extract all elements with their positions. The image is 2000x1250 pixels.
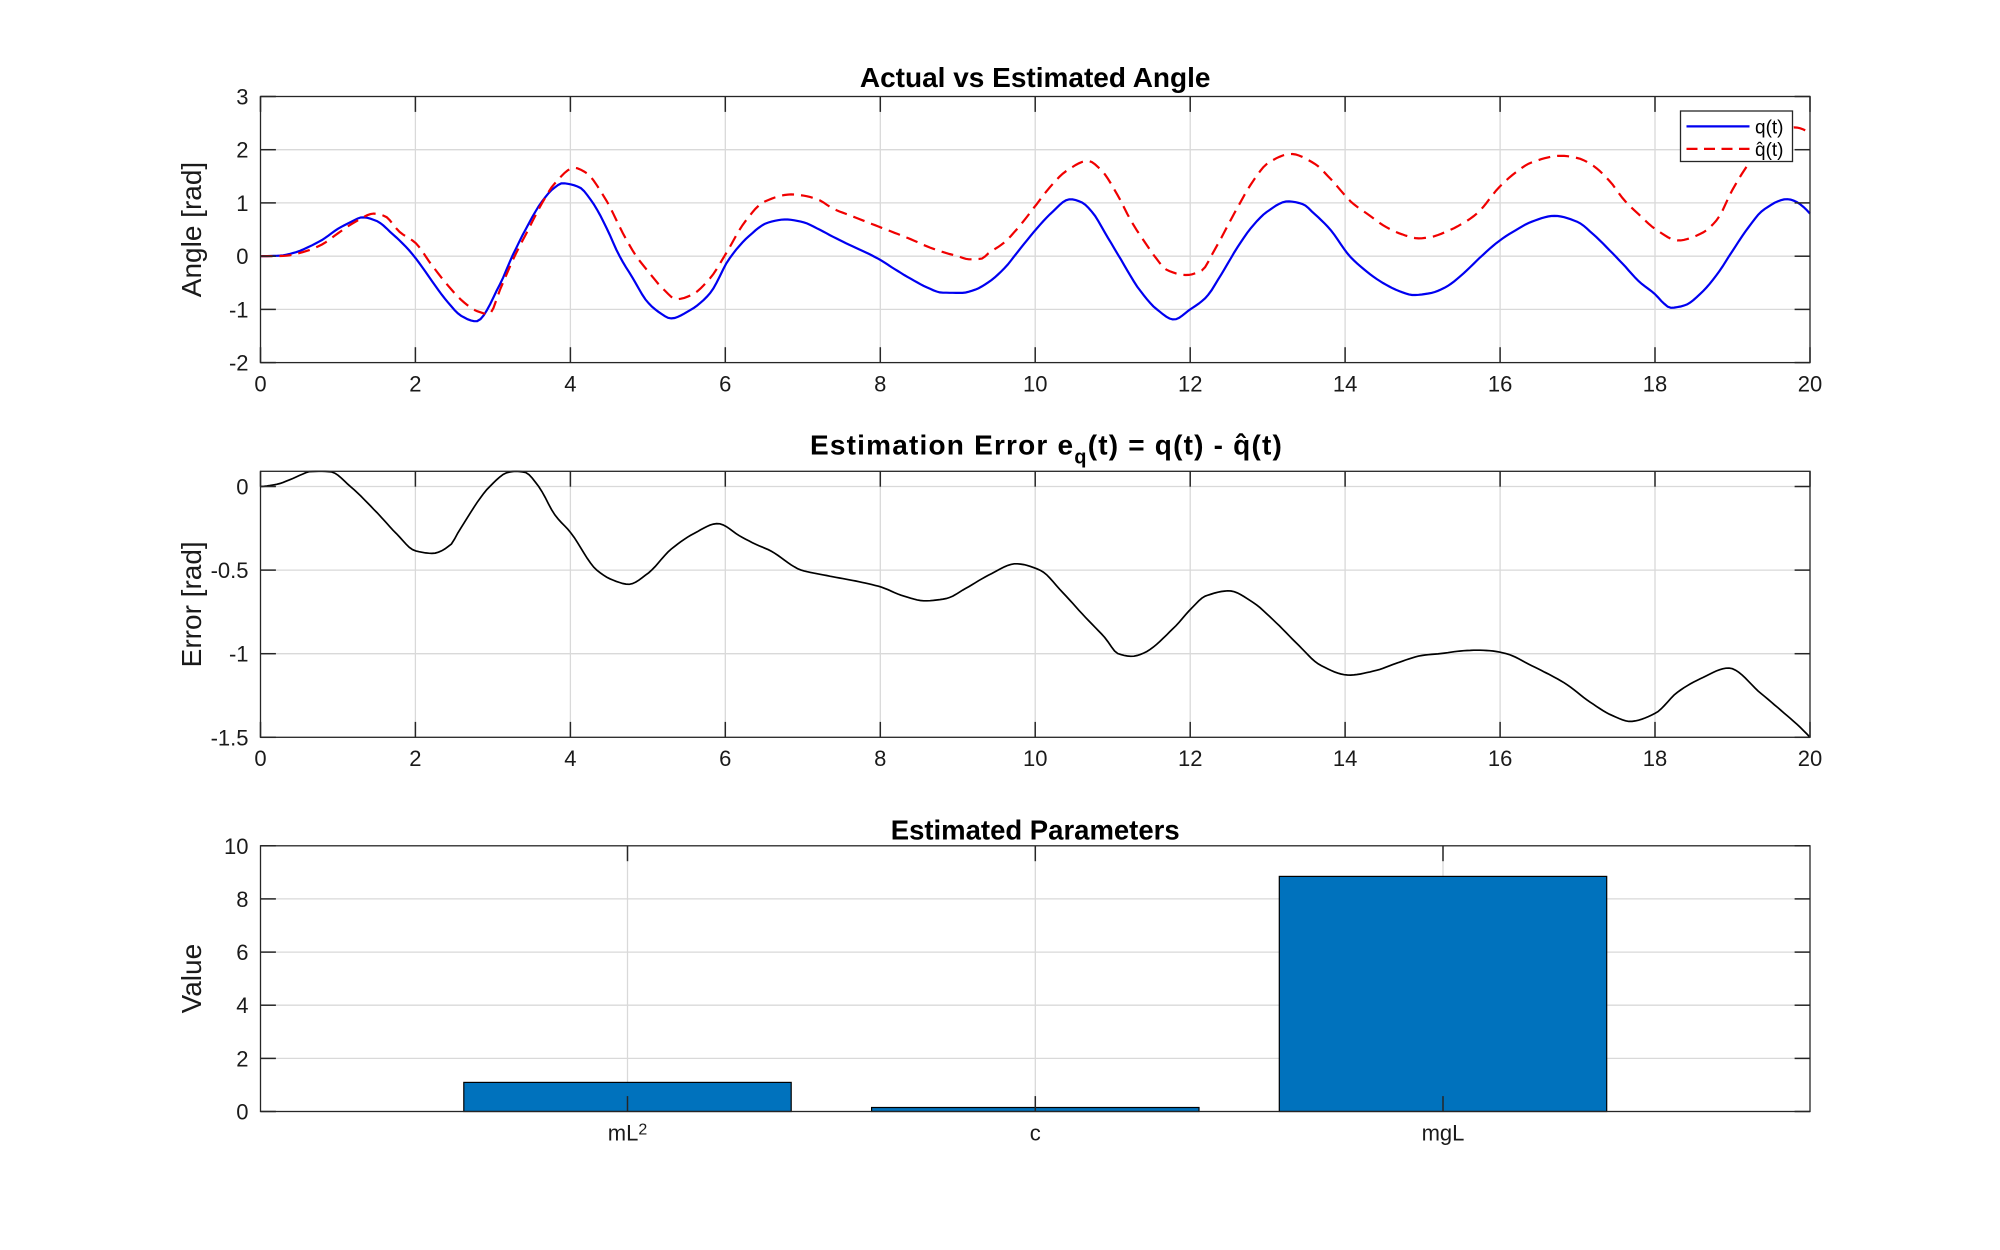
svg-text:12: 12	[1178, 372, 1202, 397]
svg-text:12: 12	[1178, 746, 1202, 771]
svg-text:-1: -1	[229, 297, 249, 322]
svg-text:18: 18	[1643, 372, 1667, 397]
svg-text:8: 8	[874, 372, 886, 397]
svg-text:Actual vs Estimated Angle: Actual vs Estimated Angle	[860, 62, 1211, 93]
svg-text:4: 4	[564, 746, 576, 771]
svg-text:-2: -2	[229, 351, 249, 376]
svg-text:20: 20	[1798, 372, 1822, 397]
svg-text:14: 14	[1333, 372, 1357, 397]
svg-text:2: 2	[409, 746, 421, 771]
svg-text:14: 14	[1333, 746, 1357, 771]
svg-text:20: 20	[1798, 746, 1822, 771]
svg-text:Estimated Parameters: Estimated Parameters	[891, 814, 1180, 845]
svg-text:10: 10	[1023, 746, 1047, 771]
svg-text:q̂(t): q̂(t)	[1755, 140, 1784, 161]
svg-text:0: 0	[236, 475, 248, 500]
svg-text:-1: -1	[229, 642, 249, 667]
svg-text:1: 1	[236, 191, 248, 216]
svg-text:-0.5: -0.5	[211, 558, 249, 583]
svg-text:c: c	[1030, 1120, 1041, 1145]
svg-text:2: 2	[236, 138, 248, 163]
svg-text:10: 10	[224, 834, 248, 859]
svg-text:0: 0	[254, 372, 266, 397]
svg-text:Angle [rad]: Angle [rad]	[176, 162, 207, 297]
svg-text:4: 4	[236, 993, 248, 1018]
svg-text:10: 10	[1023, 372, 1047, 397]
svg-text:6: 6	[719, 746, 731, 771]
svg-text:-1.5: -1.5	[211, 725, 249, 750]
svg-text:6: 6	[236, 940, 248, 965]
svg-text:Error [rad]: Error [rad]	[176, 541, 207, 667]
svg-text:16: 16	[1488, 746, 1512, 771]
svg-text:0: 0	[236, 244, 248, 269]
svg-text:mgL: mgL	[1422, 1120, 1465, 1145]
svg-text:8: 8	[236, 887, 248, 912]
svg-text:2: 2	[236, 1046, 248, 1071]
svg-text:2: 2	[409, 372, 421, 397]
svg-text:Value: Value	[176, 944, 207, 1014]
svg-text:16: 16	[1488, 372, 1512, 397]
svg-text:8: 8	[874, 746, 886, 771]
svg-text:0: 0	[236, 1100, 248, 1125]
svg-text:q(t): q(t)	[1755, 117, 1784, 138]
svg-text:6: 6	[719, 372, 731, 397]
svg-text:4: 4	[564, 372, 576, 397]
svg-text:18: 18	[1643, 746, 1667, 771]
svg-text:0: 0	[254, 746, 266, 771]
svg-text:3: 3	[236, 85, 248, 110]
